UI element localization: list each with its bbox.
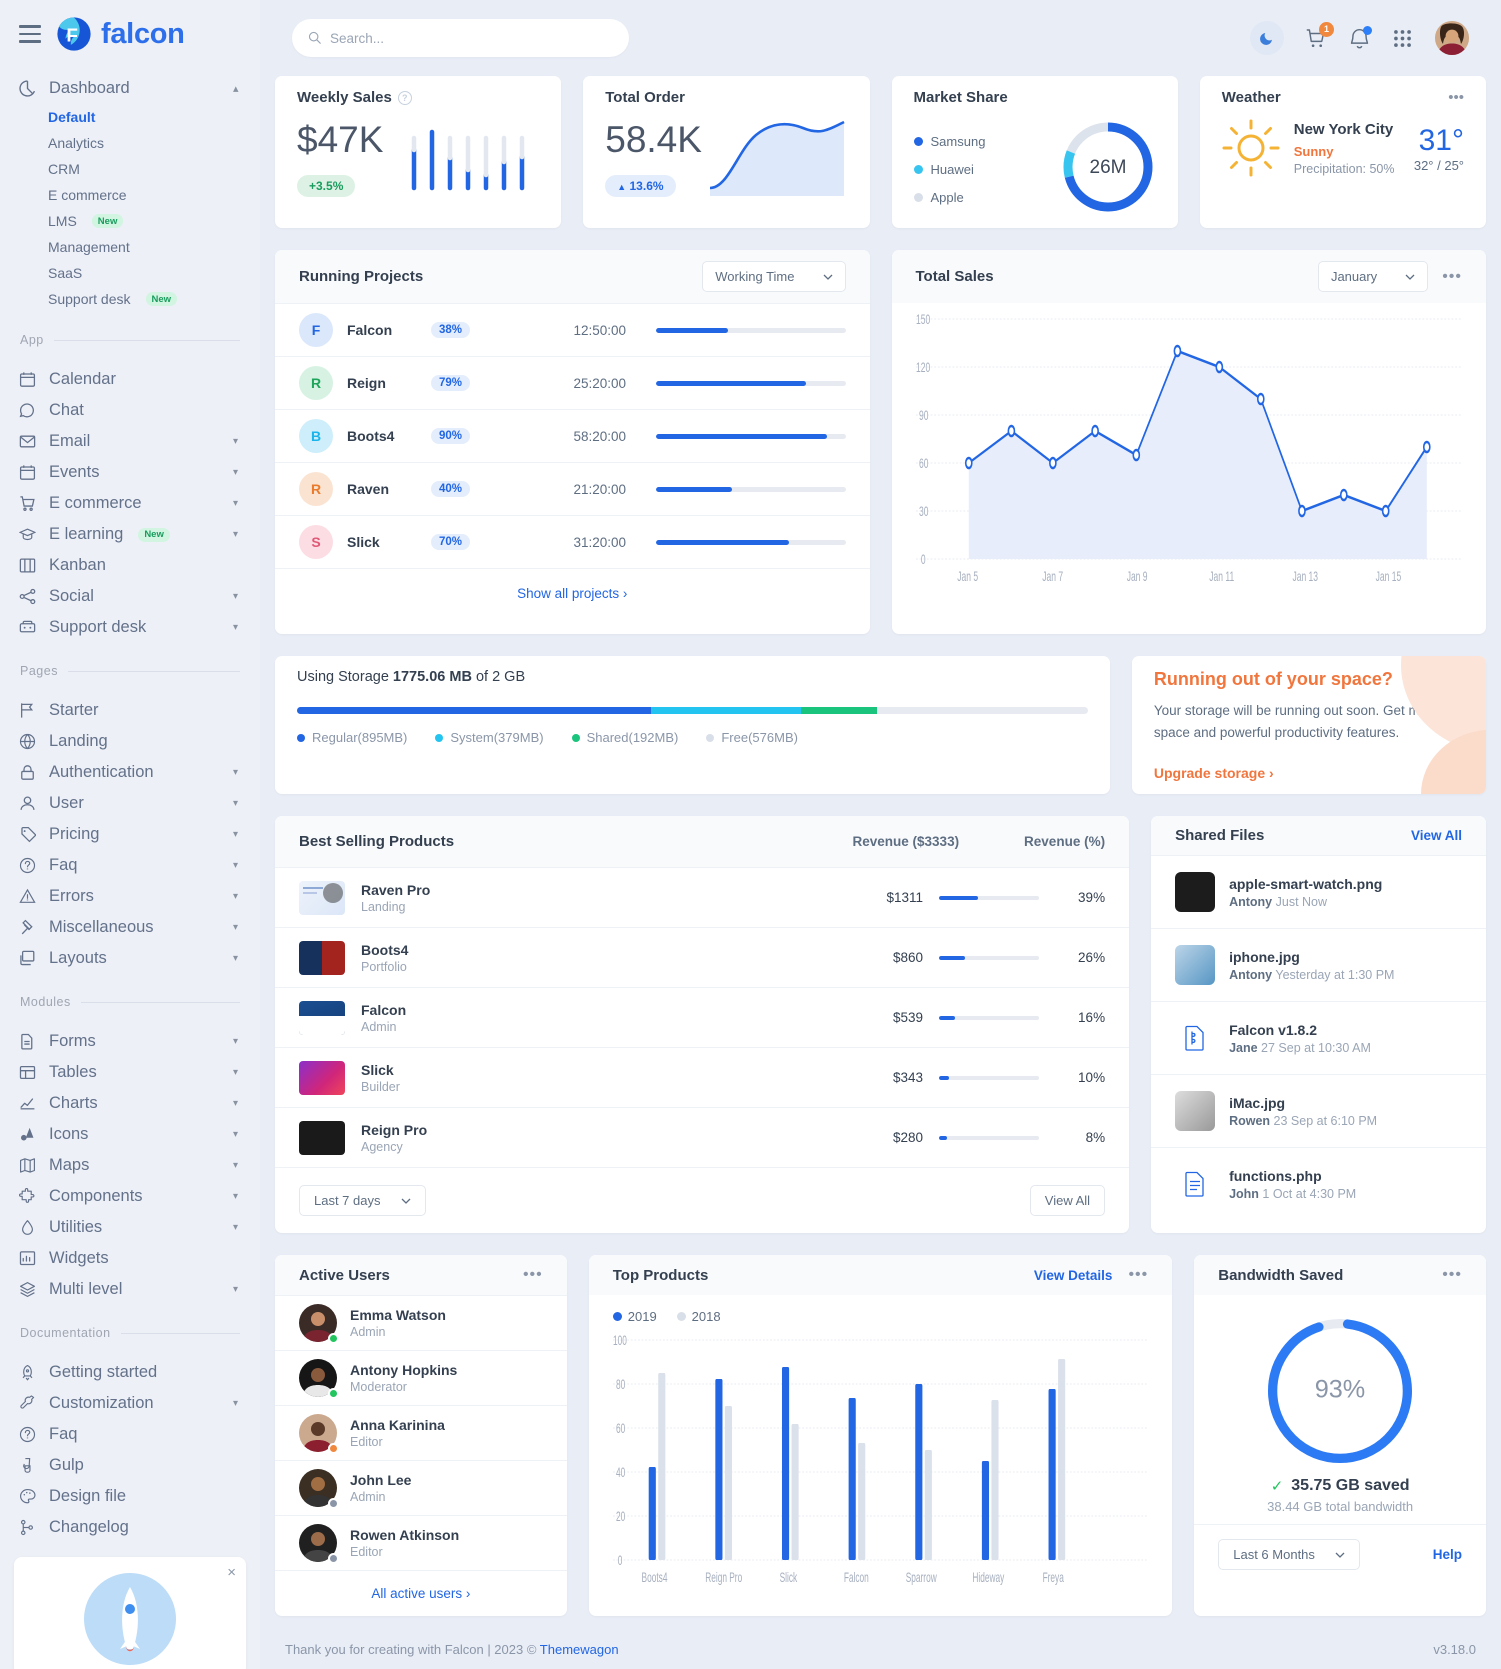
svg-text:Jan 11: Jan 11 bbox=[1209, 570, 1234, 585]
svg-text:Jan 9: Jan 9 bbox=[1126, 570, 1147, 585]
svg-text:150: 150 bbox=[916, 313, 930, 328]
svg-text:60: 60 bbox=[616, 1422, 625, 1437]
svg-text:Freya: Freya bbox=[1042, 1571, 1064, 1586]
svg-text:Slick: Slick bbox=[779, 1571, 797, 1586]
svg-text:0: 0 bbox=[920, 553, 925, 568]
svg-text:Jan 13: Jan 13 bbox=[1292, 570, 1318, 585]
svg-text:120: 120 bbox=[916, 361, 930, 376]
svg-text:26M: 26M bbox=[1089, 157, 1126, 178]
svg-text:30: 30 bbox=[919, 505, 928, 520]
svg-text:90: 90 bbox=[919, 409, 928, 424]
svg-text:60: 60 bbox=[919, 457, 928, 472]
svg-text:Boots4: Boots4 bbox=[641, 1571, 667, 1586]
svg-text:Hideway: Hideway bbox=[972, 1571, 1004, 1586]
svg-text:93%: 93% bbox=[1315, 1376, 1366, 1404]
svg-text:Jan 7: Jan 7 bbox=[1042, 570, 1063, 585]
svg-text:0: 0 bbox=[618, 1554, 623, 1569]
svg-text:80: 80 bbox=[616, 1378, 625, 1393]
svg-text:40: 40 bbox=[616, 1466, 625, 1481]
svg-text:Jan 15: Jan 15 bbox=[1375, 570, 1401, 585]
svg-text:100: 100 bbox=[613, 1334, 627, 1349]
svg-text:F: F bbox=[66, 26, 78, 47]
svg-text:Sparrow: Sparrow bbox=[905, 1571, 936, 1586]
svg-text:20: 20 bbox=[616, 1510, 625, 1525]
svg-text:Falcon: Falcon bbox=[844, 1571, 869, 1586]
svg-text:Jan 5: Jan 5 bbox=[957, 570, 978, 585]
svg-text:Reign Pro: Reign Pro bbox=[705, 1571, 742, 1586]
